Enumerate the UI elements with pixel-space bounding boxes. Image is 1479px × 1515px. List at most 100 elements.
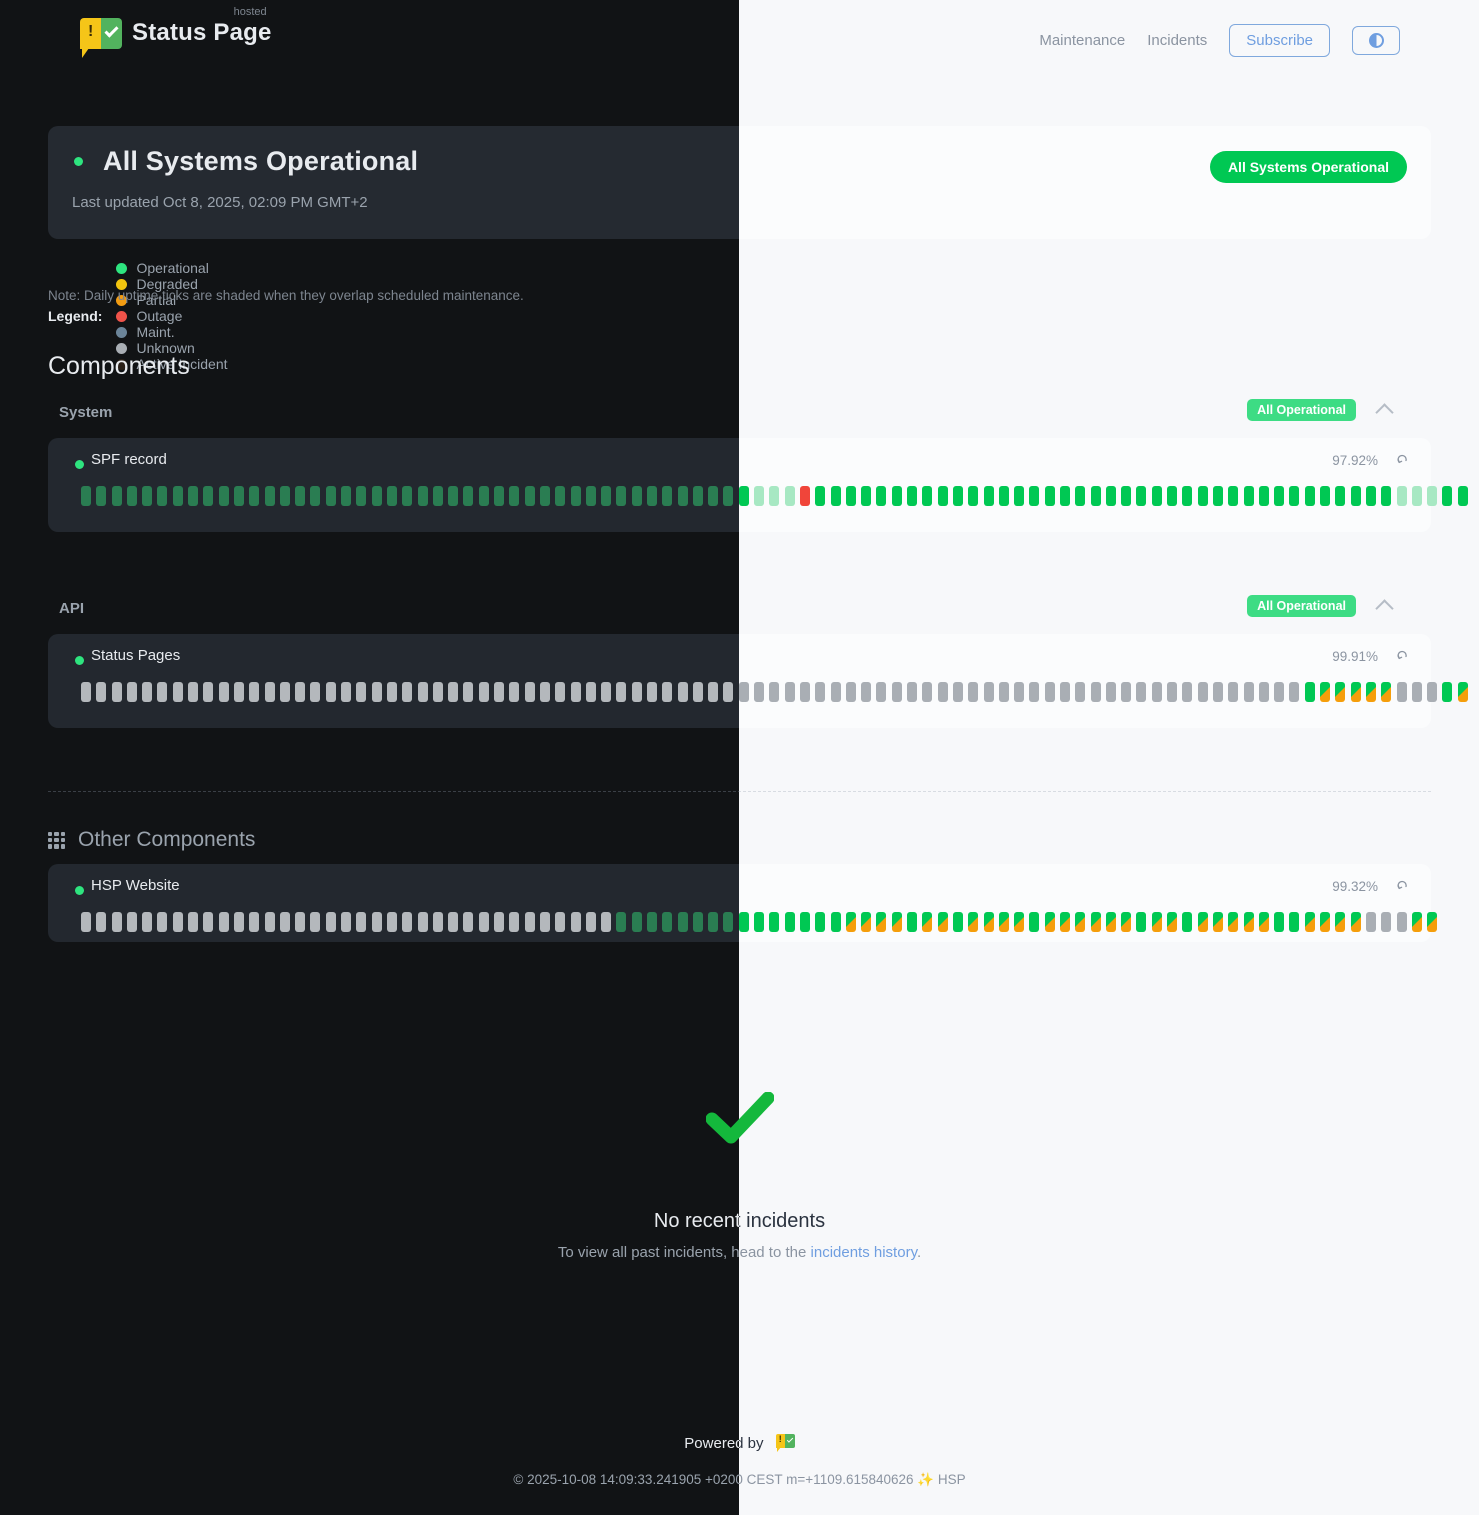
uptime-tick[interactable] (1197, 682, 1208, 702)
uptime-tick[interactable] (1396, 682, 1407, 702)
uptime-tick[interactable] (646, 486, 657, 506)
uptime-tick[interactable] (937, 682, 948, 702)
uptime-tick[interactable] (845, 486, 856, 506)
uptime-tick[interactable] (341, 682, 352, 702)
uptime-tick[interactable] (81, 682, 91, 702)
uptime-tick[interactable] (769, 912, 780, 932)
uptime-tick[interactable] (1350, 682, 1361, 702)
uptime-tick[interactable] (723, 486, 734, 506)
uptime-tick[interactable] (1350, 486, 1361, 506)
uptime-tick[interactable] (524, 486, 535, 506)
uptime-tick[interactable] (1136, 682, 1147, 702)
uptime-tick[interactable] (907, 912, 918, 932)
uptime-tick[interactable] (402, 682, 413, 702)
uptime-tick[interactable] (1060, 912, 1070, 932)
uptime-tick[interactable] (1197, 486, 1208, 506)
uptime-tick[interactable] (203, 486, 214, 506)
uptime-tick[interactable] (1258, 682, 1269, 702)
uptime-tick[interactable] (1442, 486, 1453, 506)
uptime-tick[interactable] (616, 486, 627, 506)
chevron-up-icon[interactable] (1375, 599, 1394, 618)
uptime-tick[interactable] (417, 682, 428, 702)
uptime-tick[interactable] (708, 912, 719, 932)
uptime-tick[interactable] (509, 486, 520, 506)
uptime-tick[interactable] (249, 682, 260, 702)
uptime-tick[interactable] (126, 682, 137, 702)
uptime-tick[interactable] (402, 912, 413, 932)
uptime-tick[interactable] (356, 682, 367, 702)
uptime-tick[interactable] (96, 912, 107, 932)
uptime-tick[interactable] (662, 912, 673, 932)
uptime-tick[interactable] (371, 912, 382, 932)
uptime-tick[interactable] (157, 682, 168, 702)
uptime-tick[interactable] (555, 486, 566, 506)
uptime-tick[interactable] (249, 912, 260, 932)
uptime-tick[interactable] (799, 682, 810, 702)
uptime-tick[interactable] (601, 912, 612, 932)
uptime-tick[interactable] (998, 682, 1009, 702)
uptime-tick[interactable] (723, 682, 734, 702)
uptime-tick[interactable] (478, 912, 489, 932)
uptime-tick[interactable] (1212, 682, 1223, 702)
uptime-tick[interactable] (631, 912, 642, 932)
uptime-tick[interactable] (356, 912, 367, 932)
uptime-tick[interactable] (371, 486, 382, 506)
uptime-tick[interactable] (539, 912, 550, 932)
uptime-tick[interactable] (1014, 912, 1025, 932)
uptime-tick[interactable] (417, 486, 428, 506)
uptime-tick[interactable] (432, 682, 443, 702)
uptime-tick[interactable] (1136, 486, 1147, 506)
uptime-tick[interactable] (1151, 912, 1162, 932)
uptime-tick[interactable] (233, 682, 244, 702)
uptime-tick[interactable] (1029, 486, 1040, 506)
uptime-tick[interactable] (1167, 486, 1178, 506)
uptime-tick[interactable] (799, 486, 810, 506)
uptime-tick[interactable] (81, 912, 91, 932)
uptime-tick[interactable] (845, 912, 856, 932)
nav-incidents[interactable]: Incidents (1147, 32, 1208, 49)
uptime-tick[interactable] (356, 486, 367, 506)
uptime-tick[interactable] (264, 486, 275, 506)
uptime-tick[interactable] (968, 912, 979, 932)
uptime-tick[interactable] (142, 486, 153, 506)
uptime-tick[interactable] (1212, 486, 1223, 506)
uptime-tick[interactable] (1197, 912, 1208, 932)
uptime-tick[interactable] (784, 682, 795, 702)
uptime-tick[interactable] (1350, 912, 1361, 932)
uptime-tick[interactable] (830, 682, 841, 702)
uptime-tick[interactable] (1121, 912, 1132, 932)
uptime-tick[interactable] (494, 912, 505, 932)
uptime-tick[interactable] (111, 486, 122, 506)
uptime-tick[interactable] (631, 682, 642, 702)
component-card[interactable]: Status Pages99.91% (739, 634, 1468, 728)
uptime-tick[interactable] (692, 486, 703, 506)
uptime-tick[interactable] (1105, 912, 1116, 932)
uptime-tick[interactable] (310, 912, 321, 932)
uptime-tick[interactable] (448, 486, 459, 506)
component-group-header[interactable]: SystemAll Operational (739, 398, 1431, 438)
uptime-tick[interactable] (157, 912, 168, 932)
uptime-tick[interactable] (784, 912, 795, 932)
uptime-tick[interactable] (1075, 682, 1086, 702)
uptime-tick[interactable] (1335, 682, 1346, 702)
uptime-tick[interactable] (952, 912, 963, 932)
uptime-tick[interactable] (524, 682, 535, 702)
uptime-tick[interactable] (922, 682, 933, 702)
uptime-tick[interactable] (1151, 486, 1162, 506)
uptime-tick[interactable] (1381, 682, 1392, 702)
uptime-tick[interactable] (1105, 682, 1116, 702)
uptime-tick[interactable] (157, 486, 168, 506)
uptime-tick[interactable] (968, 486, 979, 506)
uptime-tick[interactable] (279, 912, 290, 932)
uptime-tick[interactable] (570, 682, 581, 702)
uptime-tick[interactable] (1396, 486, 1407, 506)
uptime-tick[interactable] (1304, 486, 1315, 506)
uptime-tick[interactable] (1060, 682, 1070, 702)
uptime-tick[interactable] (861, 912, 872, 932)
uptime-tick[interactable] (1381, 912, 1392, 932)
uptime-tick[interactable] (907, 682, 918, 702)
uptime-tick[interactable] (1320, 486, 1331, 506)
uptime-tick[interactable] (1167, 682, 1178, 702)
uptime-tick[interactable] (249, 486, 260, 506)
uptime-tick[interactable] (861, 682, 872, 702)
